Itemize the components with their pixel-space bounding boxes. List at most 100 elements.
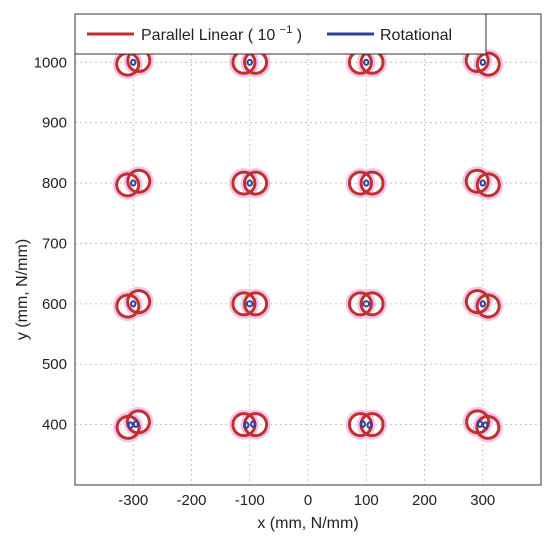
- parallel-linear-lobe: [231, 170, 257, 196]
- parallel-linear-lobe-halo: [462, 286, 493, 317]
- parallel-linear-lobe: [347, 291, 373, 317]
- y-tick-label: 600: [42, 296, 67, 313]
- parallel-linear-lobe-halo: [462, 406, 493, 437]
- parallel-linear-loop: [345, 288, 388, 319]
- parallel-linear-lobe-halo: [345, 168, 376, 199]
- rotational-loop: [366, 421, 373, 429]
- rotational-loop: [127, 421, 134, 429]
- parallel-linear-lobe: [115, 172, 141, 198]
- rotational-loop: [476, 420, 484, 428]
- y-tick-label: 1000: [34, 54, 67, 71]
- parallel-linear-lobe-halo: [123, 286, 154, 317]
- y-tick-label: 700: [42, 235, 67, 252]
- x-tick-label: 200: [412, 492, 437, 509]
- rotational-loop: [479, 300, 486, 308]
- y-tick-label: 500: [42, 356, 67, 373]
- parallel-linear-lobe: [126, 168, 152, 194]
- rotational-loop: [245, 300, 254, 308]
- x-tick-label: -200: [176, 492, 206, 509]
- parallel-linear-lobe-halo: [473, 291, 504, 322]
- rotational-loop: [362, 300, 371, 308]
- legend-label-parallel-linear-close-paren: ): [297, 27, 302, 44]
- parallel-linear-loop: [228, 168, 271, 199]
- parallel-linear-lobe-halo: [112, 291, 143, 322]
- parallel-linear-loop: [112, 166, 154, 200]
- parallel-linear-lobe-halo: [473, 169, 504, 200]
- rotational-loop: [479, 58, 486, 66]
- rotational-loop: [479, 179, 486, 187]
- parallel-linear-lobe: [359, 170, 385, 196]
- x-tick-label: 0: [304, 492, 312, 509]
- legend: Parallel Linear ( 10 −1 ) Rotational: [74, 13, 487, 55]
- rotational-loop: [246, 179, 253, 187]
- parallel-linear-lobe: [231, 291, 257, 317]
- x-tick-label: 300: [470, 492, 495, 509]
- x-tick-label: -300: [118, 492, 148, 509]
- rotational-loop: [482, 421, 489, 429]
- rotational-loop: [132, 420, 140, 428]
- y-tick-label: 400: [42, 417, 67, 434]
- parallel-linear-lobe-halo: [123, 166, 154, 197]
- parallel-linear-lobe-halo: [357, 288, 388, 319]
- y-tick-label: 900: [42, 115, 67, 132]
- parallel-linear-lobe-halo: [357, 409, 388, 440]
- legend-box: [74, 13, 487, 55]
- parallel-linear-lobe: [359, 291, 385, 317]
- y-tick-labels: 400 500 600 700 800 900 1000: [34, 54, 67, 433]
- parallel-linear-lobe: [475, 293, 501, 319]
- parallel-linear-lobe-halo: [228, 409, 259, 440]
- parallel-linear-lobe: [243, 291, 269, 317]
- rotational-loop: [130, 300, 137, 308]
- rotational-loop: [363, 58, 370, 66]
- parallel-linear-lobe-halo: [123, 406, 154, 437]
- parallel-linear-lobe: [115, 293, 141, 319]
- parallel-linear-lobe-halo: [240, 168, 271, 199]
- rotational-loop: [250, 420, 257, 428]
- parallel-linear-lobe: [464, 289, 490, 315]
- rotational-loop: [130, 58, 137, 66]
- x-tick-label: 100: [354, 492, 379, 509]
- parallel-linear-loop: [113, 406, 154, 443]
- rotational-series: [127, 58, 489, 429]
- parallel-linear-lobe-halo: [112, 169, 143, 200]
- rotational-loop: [246, 58, 253, 66]
- parallel-linear-lobe-halo: [228, 168, 259, 199]
- parallel-linear-lobe-halo: [113, 412, 144, 443]
- parallel-linear-lobe-halo: [345, 409, 376, 440]
- legend-label-parallel-linear-open-paren: (: [248, 27, 254, 44]
- y-tick-label: 800: [42, 175, 67, 192]
- legend-label-parallel-linear: Parallel Linear ( 10 −1 ): [141, 20, 302, 44]
- legend-label-parallel-linear-exponent: −1: [280, 24, 293, 36]
- parallel-linear-lobe: [475, 172, 501, 198]
- parallel-linear-lobe: [126, 289, 152, 315]
- parallel-linear-lobe-halo: [345, 288, 376, 319]
- parallel-linear-lobe: [475, 51, 501, 77]
- parallel-linear-lobe: [347, 170, 373, 196]
- grid-lines: [75, 14, 541, 485]
- rotational-loop: [243, 421, 250, 429]
- legend-label-parallel-linear-base: 10: [258, 27, 276, 44]
- x-tick-label: -100: [235, 492, 265, 509]
- parallel-linear-lobe-halo: [228, 288, 259, 319]
- parallel-linear-lobe-halo: [240, 288, 271, 319]
- parallel-linear-lobe-halo: [472, 412, 503, 443]
- x-tick-labels: -300 -200 -100 0 100 200 300: [118, 492, 495, 509]
- legend-label-rotational: Rotational: [380, 27, 452, 44]
- parallel-linear-loop: [112, 286, 154, 322]
- parallel-linear-lobe-halo: [357, 168, 388, 199]
- parallel-linear-loop: [462, 166, 504, 200]
- rotational-loop: [130, 179, 137, 187]
- parallel-linear-lobe-halo: [473, 49, 504, 80]
- x-axis-label: x (mm, N/mm): [257, 515, 358, 532]
- parallel-linear-loop: [462, 286, 504, 322]
- y-axis-label: y (mm, N/mm): [14, 239, 31, 340]
- parallel-linear-lobe-halo: [240, 409, 271, 440]
- parallel-linear-lobe: [243, 170, 269, 196]
- parallel-linear-loop: [228, 288, 271, 319]
- parallel-linear-loop: [345, 168, 388, 199]
- legend-label-parallel-linear-text: Parallel Linear: [141, 27, 244, 44]
- rotational-loop: [359, 420, 366, 428]
- parallel-linear-lobe-halo: [462, 166, 493, 197]
